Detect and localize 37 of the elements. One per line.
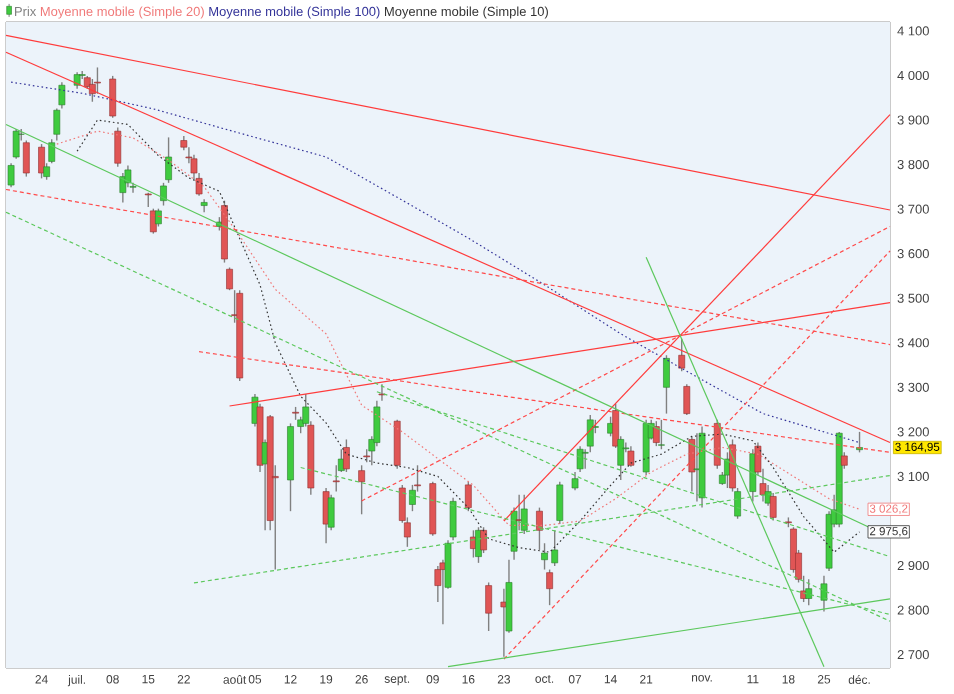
- candlestick: [586, 414, 594, 454]
- candlestick: [332, 464, 340, 493]
- candlestick: [769, 492, 777, 522]
- candlestick: [58, 81, 66, 110]
- candlestick: [576, 445, 584, 473]
- candlestick: [48, 138, 56, 164]
- candlestick: [109, 75, 117, 119]
- candlestick: [571, 471, 579, 491]
- candlestick: [393, 419, 401, 470]
- candlestick: [53, 107, 61, 142]
- candlestick: [749, 448, 757, 503]
- candlestick: [790, 526, 797, 574]
- candlestick: [546, 568, 553, 606]
- candlestick: [805, 578, 813, 606]
- candlestick: [688, 435, 696, 493]
- candlestick: [22, 139, 30, 178]
- candlestick: [378, 383, 386, 402]
- candlestick: [343, 438, 350, 473]
- candlestick: [683, 383, 691, 416]
- candlestick: [556, 481, 564, 525]
- candlestick: [38, 143, 45, 180]
- candlestick: [200, 198, 208, 213]
- candlestick: [464, 481, 472, 512]
- candlestick: [678, 338, 686, 372]
- candlestick: [480, 526, 487, 554]
- candlestick: [358, 464, 365, 515]
- candlestick: [449, 497, 457, 541]
- candlestick: [536, 506, 543, 551]
- candlestick: [820, 575, 828, 613]
- candlestick: [581, 448, 589, 470]
- candlestick: [165, 136, 172, 184]
- candlestick: [114, 126, 122, 168]
- candlestick: [485, 581, 492, 632]
- candlestick: [693, 432, 701, 503]
- candlestick: [663, 354, 670, 415]
- candlestick: [627, 445, 635, 468]
- candlestick: [658, 419, 665, 450]
